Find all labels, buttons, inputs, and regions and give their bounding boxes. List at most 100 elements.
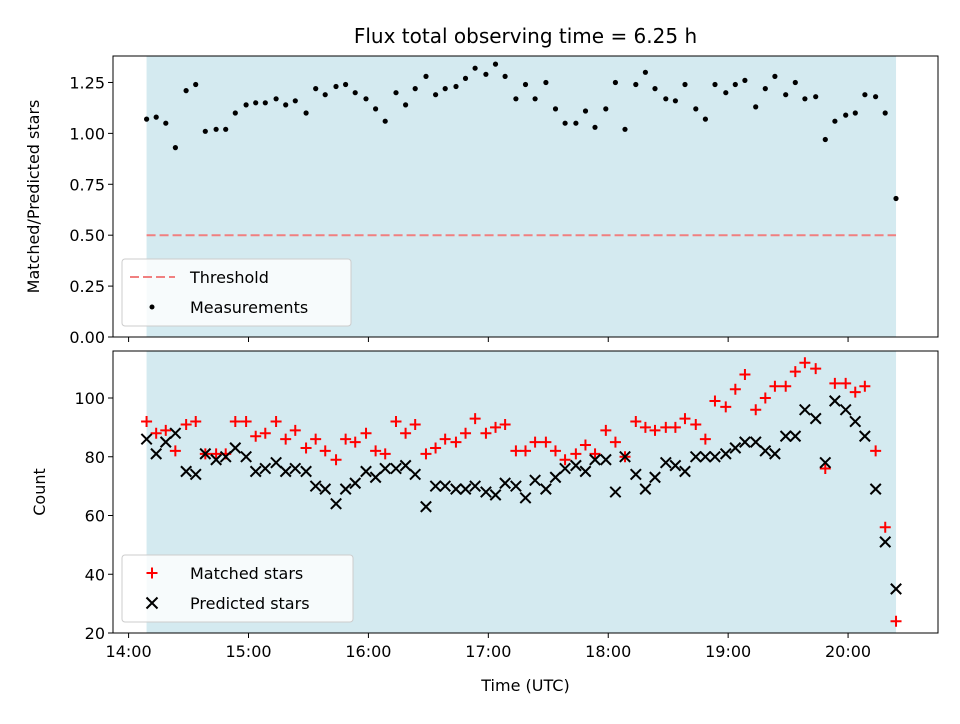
legend-measurements-swatch <box>149 304 155 310</box>
x-tick-label: 19:00 <box>705 642 751 661</box>
measurement-point <box>732 81 738 88</box>
y-tick-label: 0.25 <box>69 277 105 296</box>
measurements-series <box>144 61 899 202</box>
matched-star-point <box>540 436 552 448</box>
measurement-point <box>292 98 298 104</box>
x-tick-label: 14:00 <box>106 642 152 661</box>
matched-star-point <box>559 454 571 466</box>
predicted-star-point <box>749 436 762 448</box>
predicted-star-point <box>229 442 242 454</box>
y-tick-label: 20 <box>85 624 105 643</box>
measurement-point <box>862 92 868 98</box>
predicted-star-point <box>789 430 802 443</box>
measurement-point <box>652 86 658 92</box>
matched-star-point <box>229 416 241 427</box>
matched-star-point <box>729 383 741 395</box>
predicted-star-point <box>369 471 382 484</box>
matched-star-point <box>319 445 331 457</box>
predicted-star-point <box>469 480 482 493</box>
matched-star-point <box>520 445 531 457</box>
measurement-point <box>483 71 489 77</box>
matched-star-point <box>360 427 372 439</box>
measurement-point <box>693 106 699 112</box>
y-tick-label: 0.00 <box>69 328 105 347</box>
measurement-point <box>502 73 508 79</box>
y-tick-label: 60 <box>85 507 105 526</box>
predicted-star-point <box>619 450 631 463</box>
predicted-star-point <box>399 459 412 472</box>
x-axis-label: Time (UTC) <box>480 676 569 695</box>
measurement-point <box>363 96 369 102</box>
predicted-star-point <box>679 465 691 478</box>
matched-star-point <box>349 436 361 448</box>
measurement-point <box>633 81 639 88</box>
predicted-star-point <box>319 483 332 495</box>
y-tick-label: 100 <box>74 389 105 408</box>
measurement-point <box>822 136 828 143</box>
measurement-point <box>423 73 429 79</box>
predicted-star-point <box>669 459 682 472</box>
legend-predicted-swatch <box>145 596 159 610</box>
matched-star-point <box>469 413 481 425</box>
predicted-star-point <box>420 500 432 513</box>
predicted-star-point <box>189 468 202 481</box>
predicted-star-point <box>609 486 622 498</box>
matched-star-point <box>660 421 672 433</box>
measurement-point <box>183 88 189 94</box>
matched-star-point <box>570 448 582 460</box>
predicted-star-point <box>459 483 472 495</box>
matched-star-point <box>430 442 442 454</box>
predicted-star-point <box>529 474 542 487</box>
predicted-star-point <box>279 465 292 478</box>
predicted-star-point <box>519 491 532 504</box>
matched-star-point <box>669 421 681 433</box>
matched-star-point <box>739 369 751 380</box>
matched-star-point <box>480 427 492 439</box>
top-y-ticks: 0.00 0.25 0.50 0.75 1.00 1.25 <box>69 73 113 347</box>
measurement-point <box>382 118 388 124</box>
predicted-star-point <box>569 459 582 472</box>
bottom-plot-frame <box>112 350 939 634</box>
predicted-star-point <box>729 442 742 454</box>
predicted-star-point <box>259 462 272 475</box>
top-x-ticks <box>128 337 849 342</box>
measurement-point <box>843 112 849 118</box>
predicted-star-point <box>439 480 452 493</box>
y-tick-label: 0.50 <box>69 226 105 245</box>
top-panel: 0.00 0.25 0.50 0.75 1.00 1.25 Flux total obse… <box>24 24 939 347</box>
measurement-point <box>202 128 208 134</box>
predicted-star-point <box>300 465 312 478</box>
matched-star-point <box>169 445 181 457</box>
measurement-point <box>742 77 748 83</box>
matched-star-point <box>679 413 691 425</box>
measurement-point <box>163 120 169 126</box>
measurement-point <box>852 110 858 116</box>
measurement-point <box>783 92 789 98</box>
measurement-point <box>262 100 268 106</box>
bottom-legend-box <box>121 554 354 623</box>
predicted-star-point <box>828 395 841 407</box>
predicted-star-point <box>429 480 442 493</box>
predicted-star-point <box>199 447 212 460</box>
measurement-point <box>193 81 199 88</box>
legend-threshold-label: Threshold <box>189 268 269 287</box>
y-tick-label: 40 <box>85 565 105 584</box>
measurement-point <box>573 120 579 126</box>
bottom-y-ticks: 20 40 60 80 100 <box>74 389 113 643</box>
measurement-point <box>552 106 559 112</box>
predicted-star-point <box>489 489 502 501</box>
measurement-point <box>582 108 589 114</box>
measurement-point <box>412 86 418 92</box>
measurement-point <box>433 92 439 98</box>
matched-star-point <box>799 357 811 369</box>
measurement-point <box>213 126 219 132</box>
predicted-star-point <box>689 450 702 463</box>
predicted-star-point <box>330 497 342 510</box>
chart-title: Flux total observing time = 6.25 h <box>354 24 697 48</box>
predicted-star-point <box>839 403 852 416</box>
matched-star-point <box>829 377 841 389</box>
predicted-star-point <box>509 480 522 493</box>
matched-star-point <box>709 395 721 407</box>
measurement-point <box>343 81 349 88</box>
measurement-point <box>873 94 879 100</box>
